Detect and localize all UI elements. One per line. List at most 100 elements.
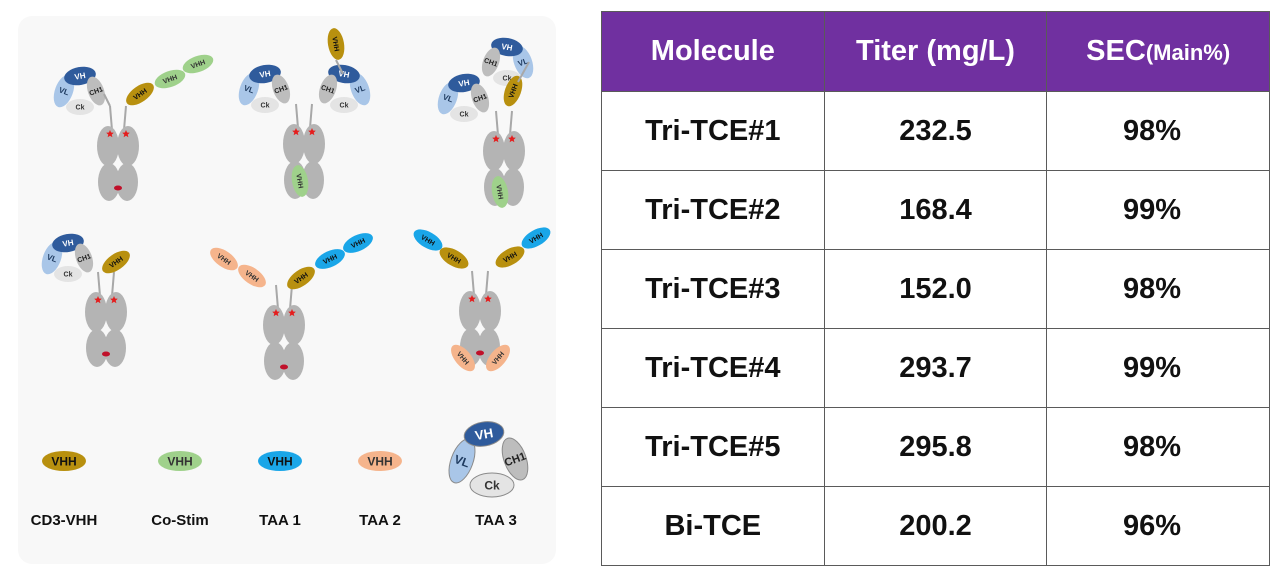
m4-fc-ch2-right: [105, 292, 127, 332]
m2-fc-hinge-right: [309, 103, 313, 129]
m2-costim-vhh: [291, 165, 309, 197]
header-sec-unit: (Main%): [1145, 40, 1231, 65]
m2-fab-left-vh-label: VH: [259, 69, 272, 80]
m5-fc-hinge-left: [275, 284, 279, 310]
m3-cd3-vhh: [503, 75, 523, 107]
m3-fab-left-ch1: [470, 83, 490, 113]
header-sec-label: SEC: [1086, 35, 1146, 67]
cell-sec: 98%: [1046, 249, 1270, 329]
m6-fc-ch2-right: [479, 291, 501, 331]
m3-fab-top-vh-label: VH: [501, 42, 514, 53]
m1-costim-vhh-2: [182, 54, 214, 74]
m1-fc-ch2-left: [97, 126, 119, 166]
header-titer: Titer (mg/L): [823, 11, 1048, 92]
m1-fab-ck: [66, 99, 94, 115]
m3-fc-hinge-left: [495, 110, 499, 136]
m4-fab-ch1-label: CH1: [77, 253, 93, 264]
m1-fab-vl-label: VL: [58, 85, 71, 97]
legend-label: Co-Stim: [151, 512, 209, 529]
m3-fab-left-ch1-label: CH1: [473, 93, 489, 104]
m4-fc-ch3-left: [86, 329, 108, 367]
cell-sec: 96%: [1046, 486, 1270, 566]
m3-fab-top-ck-label: Ck: [503, 76, 512, 83]
m1-costim-vhh-1: [154, 69, 186, 89]
m4-cd3-vhh: [102, 250, 130, 274]
m1-fc-glycan: [114, 185, 122, 191]
m4-fc-disulfide-star: [110, 296, 118, 304]
table-header-row: Molecule Titer (mg/L) SEC(Main%): [601, 11, 1270, 92]
m3-fc-disulfide-star: [492, 135, 500, 143]
m3-linker: [517, 61, 530, 83]
m5-fc-ch3-right: [282, 342, 304, 380]
m2-fab-left-ck: [251, 97, 279, 113]
m2-cd3-vhh-label: VHH: [330, 36, 339, 52]
m2-fab-right-ck-label: Ck: [340, 103, 349, 110]
cell-molecule: Tri-TCE#5: [601, 407, 825, 487]
m3-fc-hinge-right: [509, 110, 513, 136]
m2-fc-hinge-left: [295, 103, 299, 129]
m2-fc-ch2-left: [283, 124, 305, 164]
m1-fc-hinge-right: [123, 105, 127, 131]
m5-fc-ch2-right: [283, 305, 305, 345]
legend-label: CD3-VHH: [31, 512, 98, 529]
m3-fab-top-vl-label: VL: [517, 56, 530, 68]
m3-fab-left-vh-label: VH: [458, 78, 471, 89]
legend-fab-ch1: [501, 437, 529, 481]
m4-fab-vl-label: VL: [46, 252, 59, 264]
m3-costim-vhh-label: VHH: [494, 184, 503, 200]
m1-costim-vhh-1-label: VHH: [162, 74, 178, 86]
m5-fc-disulfide-star: [272, 309, 280, 317]
legend-vhh-2: [158, 451, 202, 471]
m2-fab-left-ch1-label: CH1: [274, 84, 290, 95]
legend-vhh-3-label: VHH: [267, 454, 292, 468]
m6-fc-glycan: [476, 350, 484, 356]
m2-fab-right-vl-label: VL: [354, 83, 367, 95]
m2-fc-ch2-right: [303, 124, 325, 164]
cell-titer: 295.8: [823, 407, 1048, 487]
m1-arm-left: [103, 93, 111, 107]
cell-sec: 99%: [1046, 170, 1270, 250]
m2-fab-left-ch1: [271, 74, 291, 104]
table-row: Tri-TCE#1 232.5 98%: [601, 91, 1270, 171]
m6-cd3-vhh-right: [495, 246, 525, 268]
cell-titer: 232.5: [823, 91, 1048, 171]
m2-fab-right-ch1-label: CH1: [320, 84, 336, 95]
cell-molecule: Tri-TCE#3: [601, 249, 825, 329]
m1-fab-ch1-label: CH1: [89, 86, 105, 97]
cell-titer: 152.0: [823, 249, 1048, 329]
m4-fc-hinge-right: [111, 271, 115, 297]
m5-fc-disulfide-star: [288, 309, 296, 317]
m3-fc-ch2-right: [503, 131, 525, 171]
legend-vhh-1: [42, 451, 86, 471]
m5-fc-ch2-left: [263, 305, 285, 345]
m2-fab-left-vl-label: VL: [243, 83, 256, 95]
cell-sec: 98%: [1046, 407, 1270, 487]
cell-titer: 200.2: [823, 486, 1048, 566]
legend-fab-ck: [469, 472, 515, 498]
legend-vhh-2-label: VHH: [167, 454, 192, 468]
m2-costim-vhh-label: VHH: [294, 173, 303, 189]
table-row: Tri-TCE#2 168.4 99%: [601, 170, 1270, 250]
m1-fab-ck-label: Ck: [76, 105, 85, 112]
m2-linker: [335, 59, 344, 75]
header-sec: SEC(Main%): [1046, 11, 1270, 92]
m5-taa1-vhh-1: [315, 249, 345, 269]
legend-vhh-4-label: VHH: [367, 454, 392, 468]
m1-fc-ch3-left: [98, 163, 120, 201]
m4-fc-ch2-left: [85, 292, 107, 332]
m6-fc-disulfide-star: [468, 295, 476, 303]
m5-taa2-vhh-2: [238, 264, 266, 288]
m3-fc-disulfide-star: [508, 135, 516, 143]
legend-label: TAA 1: [259, 512, 301, 529]
cell-sec: 98%: [1046, 91, 1270, 171]
m1-fab-ch1: [86, 76, 106, 106]
m3-fab-left-ck-label: Ck: [460, 112, 469, 119]
m1-fc-hinge-left: [109, 105, 113, 131]
m4-fc-hinge-left: [97, 271, 101, 297]
m1-fc-disulfide-star: [122, 130, 130, 138]
table-row: Tri-TCE#3 152.0 98%: [601, 249, 1270, 329]
cell-titer: 168.4: [823, 170, 1048, 250]
m2-fc-disulfide-star: [308, 128, 316, 136]
m1-fc-disulfide-star: [106, 130, 114, 138]
m3-fab-left-ck: [450, 106, 478, 122]
